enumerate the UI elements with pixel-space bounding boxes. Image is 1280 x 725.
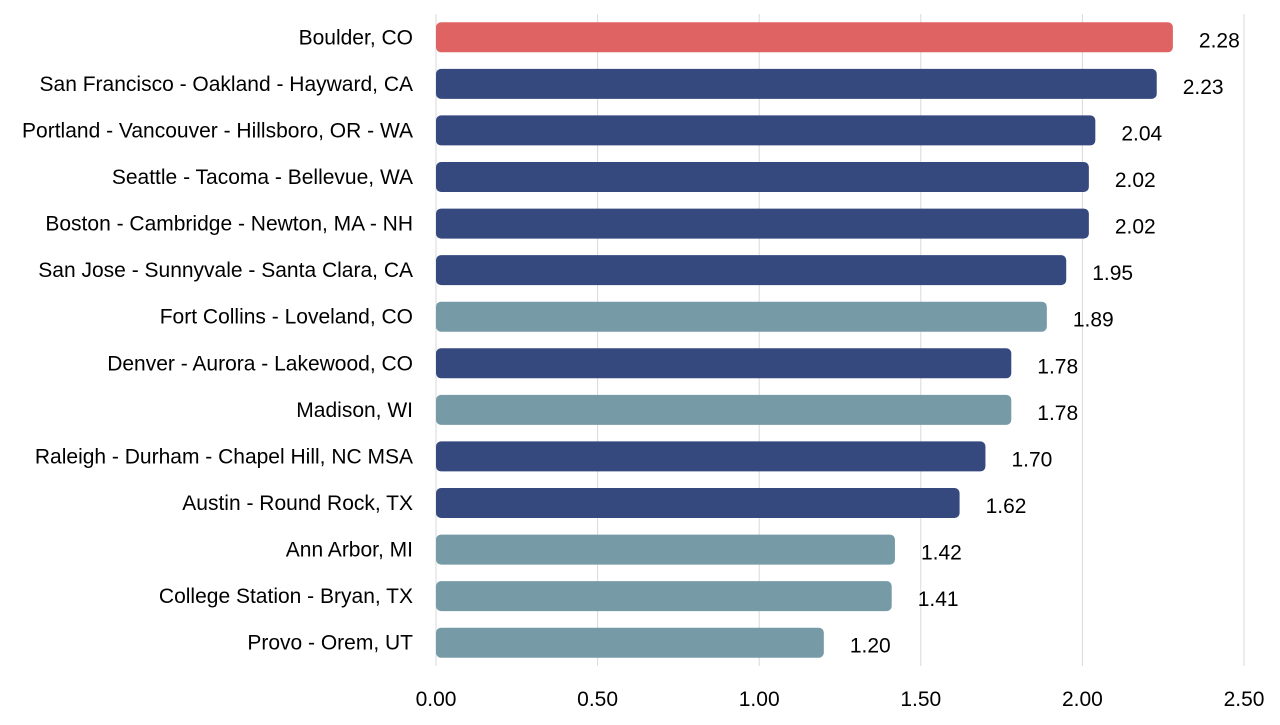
- category-label: Fort Collins - Loveland, CO: [160, 306, 413, 329]
- bar: [436, 208, 1089, 239]
- category-label: Raleigh - Durham - Chapel Hill, NC MSA: [35, 445, 413, 468]
- bar: [436, 68, 1157, 99]
- category-label: San Jose - Sunnyvale - Santa Clara, CA: [38, 259, 413, 282]
- bar: [436, 488, 960, 518]
- bar: [436, 441, 986, 472]
- data-label: 1.42: [921, 542, 962, 565]
- data-label: 1.62: [986, 495, 1027, 518]
- bar: [436, 348, 1012, 379]
- category-label: Ann Arbor, MI: [286, 539, 413, 562]
- data-label: 2.02: [1115, 216, 1156, 239]
- category-label: San Francisco - Oakland - Hayward, CA: [40, 73, 413, 96]
- data-label: 1.78: [1037, 402, 1078, 425]
- data-label: 2.23: [1183, 76, 1224, 99]
- data-label: 1.41: [918, 588, 959, 611]
- category-label: Denver - Aurora - Lakewood, CO: [107, 352, 413, 375]
- category-label: Boston - Cambridge - Newton, MA - NH: [45, 213, 413, 236]
- category-label: Madison, WI: [296, 399, 413, 422]
- category-label: Provo - Orem, UT: [247, 632, 413, 655]
- category-labels: Boulder, CO San Francisco - Oakland - Hay…: [22, 26, 413, 654]
- data-label: 1.20: [850, 635, 891, 658]
- x-tick-label: 2.00: [1062, 688, 1103, 711]
- gridlines: [435, 14, 1245, 666]
- data-label: 2.04: [1121, 122, 1162, 145]
- bar: [436, 581, 892, 612]
- category-label: College Station - Bryan, TX: [159, 585, 413, 608]
- value-labels: 2.28 2.23 2.04 2.02 2.02 1.95 1.89 1.78 1.78 1.70…: [850, 29, 1240, 657]
- bar: [436, 394, 1012, 425]
- data-label: 1.70: [1011, 448, 1052, 471]
- category-label: Austin - Round Rock, TX: [182, 492, 413, 515]
- x-tick-label: 1.00: [739, 688, 780, 711]
- bar: [436, 255, 1067, 286]
- x-tick-label: 1.50: [900, 688, 941, 711]
- data-label: 2.02: [1115, 169, 1156, 192]
- category-label: Portland - Vancouver - Hillsboro, OR - W…: [22, 119, 413, 142]
- bar: [436, 162, 1089, 192]
- bar: [436, 534, 895, 565]
- data-label: 1.89: [1073, 309, 1114, 332]
- category-label: Seattle - Tacoma - Bellevue, WA: [112, 166, 413, 189]
- data-label: 1.95: [1092, 262, 1133, 285]
- x-tick-label: 2.50: [1224, 688, 1265, 711]
- x-tick-label: 0.00: [416, 688, 457, 711]
- data-label: 2.28: [1199, 29, 1240, 52]
- x-axis-ticks: 0.00 0.50 1.00 1.50 2.00 2.50: [416, 688, 1265, 711]
- bar: [436, 627, 824, 658]
- x-tick-label: 0.50: [577, 688, 618, 711]
- bar: [436, 115, 1096, 146]
- category-label: Boulder, CO: [299, 26, 413, 49]
- bar: [436, 301, 1047, 332]
- data-label: 1.78: [1037, 355, 1078, 378]
- bars: [436, 22, 1173, 658]
- bar: [436, 22, 1173, 53]
